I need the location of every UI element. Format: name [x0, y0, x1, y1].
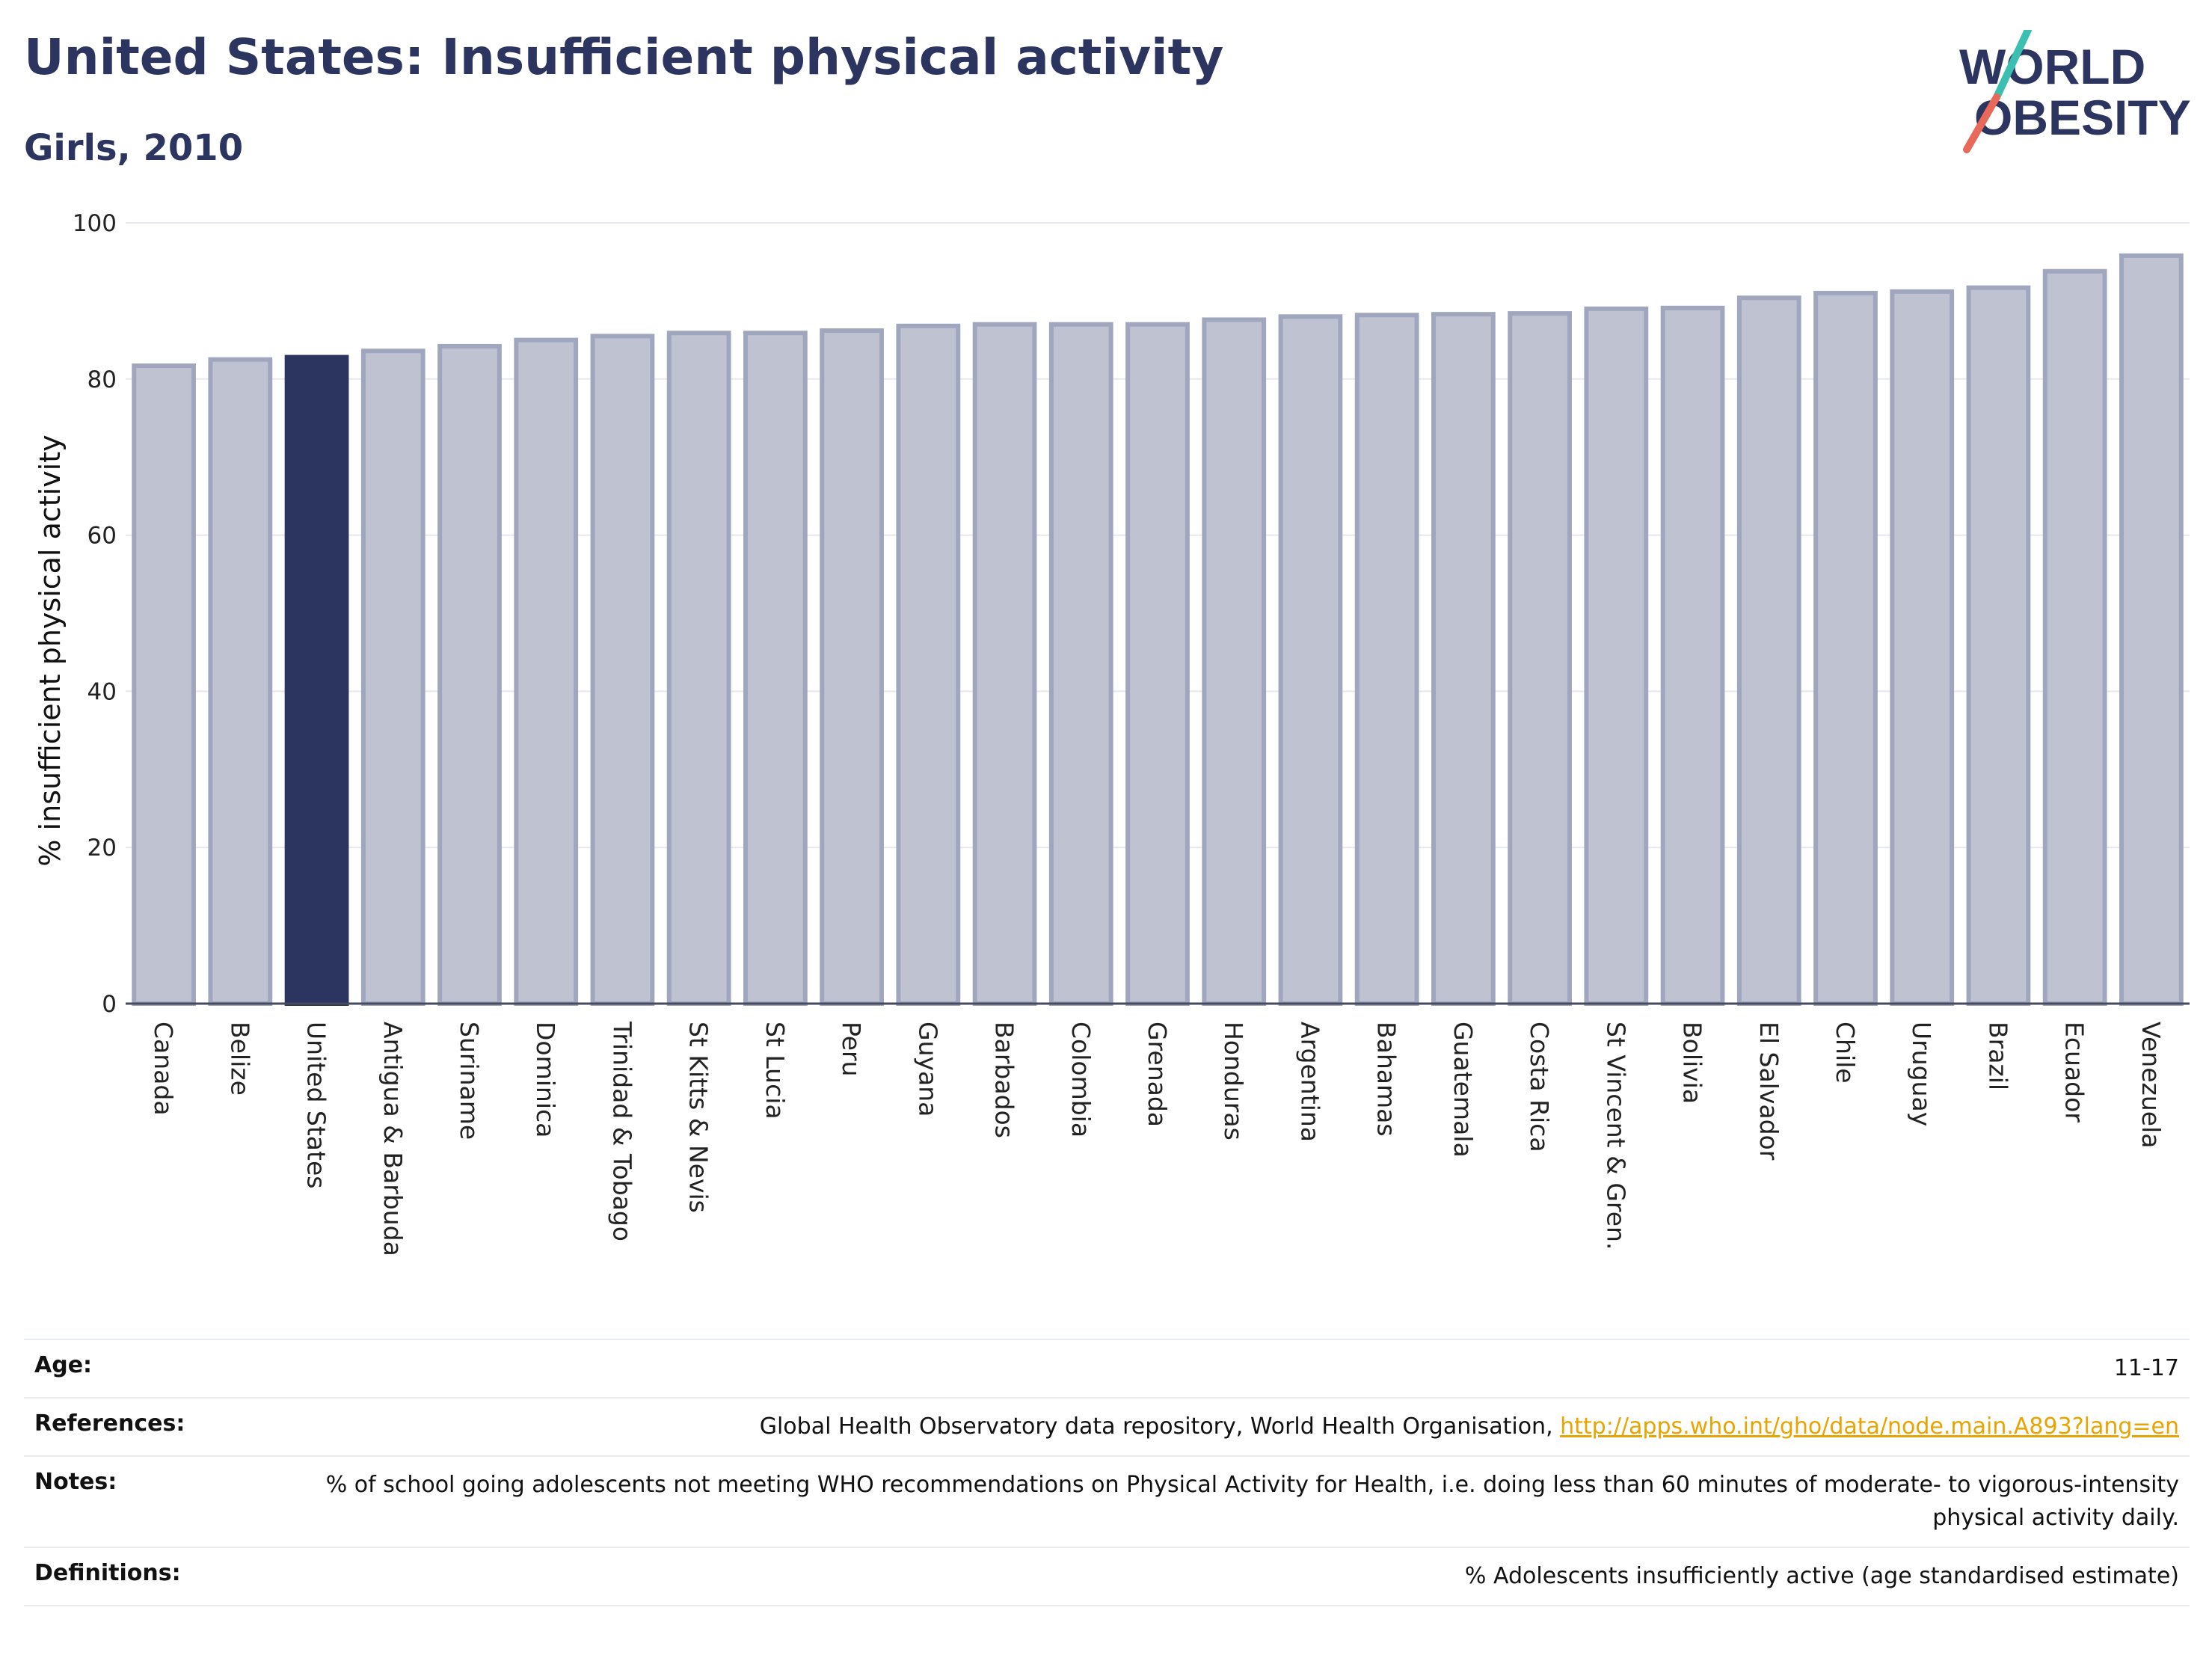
- bar-canada: [132, 363, 196, 1006]
- chart-title: United States: Insufficient physical act…: [24, 28, 1224, 86]
- bar-el-salvador: [1736, 295, 1801, 1006]
- world-obesity-logo: WORLD OBESITY: [1959, 30, 2191, 153]
- x-tick-label: Ecuador: [2060, 1022, 2089, 1123]
- age-label: Age:: [34, 1352, 93, 1378]
- y-tick-label: 60: [87, 523, 117, 550]
- x-tick-label: Grenada: [1143, 1022, 1172, 1127]
- bar-suriname: [437, 343, 502, 1006]
- bar-united-states: [284, 354, 349, 1006]
- bar-st-kitts-nevis: [666, 331, 731, 1007]
- bar-uruguay: [1890, 289, 1955, 1006]
- x-tick-label: El Salvador: [1754, 1022, 1784, 1161]
- chart-subtitle: Girls, 2010: [24, 127, 244, 169]
- bar-guatemala: [1431, 312, 1496, 1006]
- x-tick-label: St Vincent & Gren.: [1601, 1022, 1630, 1250]
- bar-grenada: [1125, 322, 1190, 1007]
- bar-venezuela: [2119, 253, 2184, 1006]
- age-value: 11-17: [2113, 1355, 2179, 1381]
- x-tick-label: Chile: [1831, 1022, 1860, 1084]
- y-tick-label: 40: [87, 678, 117, 705]
- x-tick-label: Venezuela: [2136, 1022, 2166, 1148]
- x-tick-label: Bolivia: [1678, 1022, 1707, 1104]
- bar-antigua-barbuda: [360, 348, 425, 1006]
- y-tick-label: 100: [73, 210, 117, 237]
- y-axis-label: % insufficient physical activity: [34, 435, 67, 866]
- x-tick-label: Guyana: [913, 1022, 942, 1117]
- logo-line2: OBESITY: [1974, 90, 2191, 145]
- x-tick-label: Belize: [225, 1022, 254, 1096]
- x-tick-label: Dominica: [531, 1022, 560, 1137]
- bar-costa-rica: [1508, 311, 1572, 1006]
- x-tick-label: Honduras: [1219, 1022, 1248, 1140]
- metadata-table: Age: 11-17 References: Global Health Obs…: [24, 1339, 2190, 1606]
- y-tick-label: 80: [87, 366, 117, 393]
- y-tick-label: 20: [87, 835, 117, 862]
- bar-guyana: [896, 323, 961, 1007]
- bar-chile: [1813, 290, 1878, 1006]
- meta-row-age: Age: 11-17: [24, 1339, 2190, 1397]
- meta-row-definitions: Definitions: % Adolescents insufficientl…: [24, 1547, 2190, 1606]
- notes-label: Notes:: [34, 1469, 117, 1495]
- x-tick-label: Colombia: [1066, 1022, 1096, 1137]
- references-value: Global Health Observatory data repositor…: [760, 1410, 2179, 1443]
- x-tick-label: St Lucia: [761, 1022, 790, 1120]
- x-tick-label: Peru: [837, 1022, 866, 1077]
- bar-bolivia: [1660, 305, 1725, 1006]
- bar-colombia: [1048, 322, 1113, 1007]
- bar-honduras: [1202, 317, 1267, 1006]
- bar-barbados: [972, 322, 1037, 1007]
- bar-belize: [208, 357, 273, 1006]
- bar-peru: [820, 328, 884, 1006]
- notes-value: % of school going adolescents not meetin…: [325, 1472, 2179, 1531]
- logo-line1: WORLD: [1959, 39, 2145, 94]
- definitions-value: % Adolescents insufficiently active (age…: [1464, 1563, 2179, 1589]
- definitions-label: Definitions:: [34, 1560, 181, 1586]
- x-tick-label: Bahamas: [1372, 1022, 1401, 1137]
- bar-brazil: [1966, 285, 2031, 1007]
- bar-argentina: [1278, 314, 1343, 1006]
- x-tick-label: Trinidad & Tobago: [607, 1021, 636, 1241]
- references-label: References:: [34, 1410, 185, 1437]
- bar-st-lucia: [743, 331, 808, 1007]
- bar-trinidad-tobago: [590, 334, 655, 1006]
- x-tick-label: Suriname: [455, 1022, 484, 1140]
- x-tick-label: Barbados: [990, 1022, 1019, 1138]
- references-text: Global Health Observatory data repositor…: [759, 1413, 1561, 1440]
- x-tick-label: Costa Rica: [1525, 1022, 1554, 1152]
- axes: 0 20 40 60 80 100 Canada Belize United States Ant…: [73, 210, 2190, 1256]
- x-tick-label: Antigua & Barbuda: [378, 1022, 408, 1256]
- y-tick-label: 0: [102, 991, 117, 1018]
- x-tick-label: United States: [302, 1022, 331, 1188]
- references-link[interactable]: http://apps.who.int/gho/data/node.main.A…: [1560, 1413, 2179, 1440]
- x-tick-label: Argentina: [1295, 1022, 1324, 1142]
- x-tick-label: Canada: [149, 1022, 178, 1116]
- x-tick-label: St Kitts & Nevis: [684, 1022, 713, 1213]
- x-tick-label: Uruguay: [1907, 1022, 1936, 1126]
- x-tick-label: Guatemala: [1448, 1022, 1478, 1158]
- bar-ecuador: [2042, 268, 2107, 1006]
- bar-dominica: [514, 337, 579, 1007]
- meta-row-notes: Notes: % of school going adolescents not…: [24, 1455, 2190, 1547]
- bar-st-vincent-gren-: [1584, 306, 1649, 1006]
- bars: [132, 253, 2184, 1007]
- bar-bahamas: [1354, 313, 1419, 1006]
- meta-row-references: References: Global Health Observatory da…: [24, 1397, 2190, 1455]
- bar-chart: 0 20 40 60 80 100 Canada Belize United States Ant…: [34, 210, 2190, 1256]
- x-tick-label: Brazil: [1983, 1022, 2012, 1090]
